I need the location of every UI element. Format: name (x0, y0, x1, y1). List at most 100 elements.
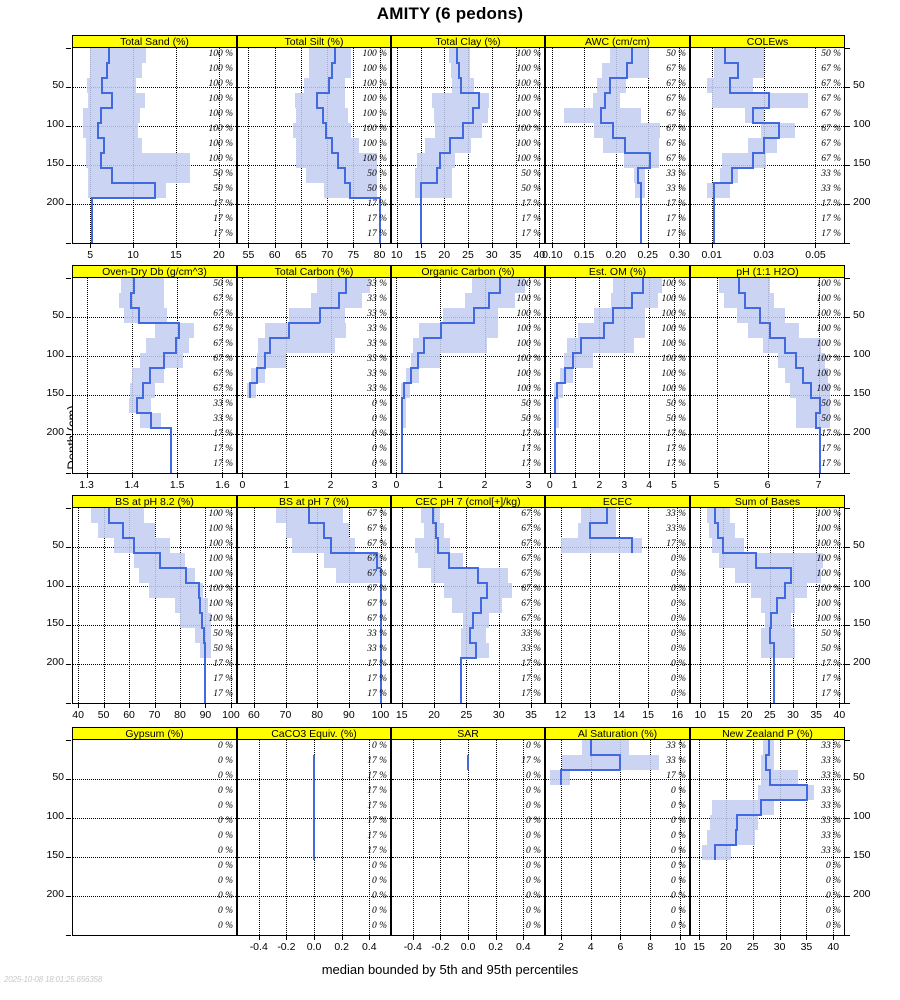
slice-percent-label: 0 % (670, 688, 686, 699)
slice-percent-label: 100 % (516, 63, 541, 74)
gridline-vertical (379, 48, 381, 243)
slice-percent-label: 67 % (521, 523, 541, 534)
y-tick-mark (845, 779, 850, 780)
median-connector (322, 537, 333, 539)
median-segment (487, 293, 490, 308)
median-segment (471, 613, 474, 628)
median-segment (349, 183, 352, 198)
median-segment (714, 845, 717, 860)
gridline-horizontal (73, 779, 236, 780)
percentile-band (758, 785, 815, 800)
x-tick-label: 0.0 (460, 941, 476, 953)
gridline-horizontal (392, 165, 544, 166)
panel-title: Total Clay (%) (391, 35, 545, 48)
gridline-vertical (317, 508, 319, 703)
percentile-band (83, 123, 139, 138)
slice-percent-label: 33 % (666, 508, 686, 519)
slice-percent-label: 0 % (217, 920, 233, 931)
median-segment (149, 413, 152, 428)
plot-area: 33 % 33 % 17 % 0 % 0 % 0 % 0 % 0 % 0 % 0 % 0 % 0 % 0… (545, 740, 690, 936)
median-connector (435, 167, 442, 169)
median-connector (731, 167, 755, 169)
x-tick-mark (699, 936, 701, 940)
x-tick-mark (444, 244, 446, 248)
percentile-band (623, 153, 660, 168)
slice-percent-label: 67 % (821, 138, 841, 149)
percentile-band (560, 538, 643, 553)
x-tick-label: 0.10 (542, 249, 563, 261)
median-segment (379, 658, 382, 673)
gridline-horizontal (238, 395, 390, 396)
median-connector (96, 122, 103, 124)
median-connector (439, 152, 451, 154)
median-segment (96, 123, 99, 138)
percentile-band (291, 538, 356, 553)
median-segment (612, 123, 615, 138)
median-connector (588, 522, 609, 524)
plot-area: 67 % 67 % 67 % 67 % 67 % 67 % 67 % 67 % 33 % 33 %… (391, 508, 545, 704)
panel-title: AWC (cm/cm) (545, 35, 690, 48)
x-tick-label: 2 (327, 479, 334, 491)
percentile-band (265, 323, 346, 338)
median-segment (204, 688, 207, 703)
slice-percent-label: 100 % (362, 108, 387, 119)
median-segment (203, 628, 206, 643)
percentile-band (463, 613, 489, 628)
slice-percent-label: 17 % (213, 658, 233, 669)
median-segment (498, 278, 501, 293)
x-tick-label: -0.4 (403, 941, 422, 953)
percentile-band (601, 63, 649, 78)
x-tick-mark (818, 474, 820, 478)
slice-percent-label: 67 % (213, 308, 233, 319)
slice-percent-label: 0 % (217, 860, 233, 871)
x-tick-mark (515, 244, 517, 248)
median-segment (100, 153, 103, 168)
median-connector (349, 197, 381, 199)
median-connector (136, 412, 152, 414)
percentile-band (736, 308, 786, 323)
y-tick-label: 150 (46, 387, 64, 399)
plot-area: 0 % 17 % 17 % 17 % 17 % 17 % 17 % 17 % 0 % 0 % 0 %… (237, 740, 391, 936)
percentile-band (711, 93, 808, 108)
x-tick-mark (716, 474, 718, 478)
median-segment (111, 168, 114, 183)
percentile-band (139, 568, 196, 583)
median-segment (767, 740, 770, 755)
median-segment (121, 523, 124, 538)
gridline-vertical (574, 278, 576, 473)
slice-percent-label: 0 % (525, 860, 541, 871)
gridline-horizontal (238, 625, 390, 626)
median-connector (129, 307, 140, 309)
slice-percent-label: 33 % (213, 413, 233, 424)
median-segment (378, 213, 381, 228)
median-segment (559, 770, 562, 785)
slice-percent-label: 0 % (670, 673, 686, 684)
y-axis-end-tick (66, 278, 71, 279)
slice-percent-label: 33 % (367, 278, 387, 289)
slice-percent-label: 0 % (217, 770, 233, 781)
median-connector (321, 122, 328, 124)
slice-percent-label: 17 % (521, 428, 541, 439)
slice-percent-label: 100 % (816, 523, 841, 534)
slice-percent-label: 100 % (208, 138, 233, 149)
median-segment (162, 353, 165, 368)
percentile-band (424, 523, 444, 538)
median-connector (794, 367, 805, 369)
slice-percent-label: 100 % (516, 153, 541, 164)
slice-percent-label: 100 % (208, 108, 233, 119)
slice-percent-label: 0 % (371, 458, 387, 469)
median-segment (308, 508, 311, 523)
slice-percent-label: 17 % (666, 458, 686, 469)
slice-percent-label: 33 % (666, 168, 686, 179)
slice-percent-label: 100 % (208, 508, 233, 519)
slice-percent-label: 100 % (661, 293, 686, 304)
x-tick-mark (274, 244, 276, 248)
percentile-band (128, 398, 151, 413)
y-tick-mark (845, 87, 850, 88)
y-tick-label: 100 (46, 118, 64, 130)
x-tick-label: 90 (342, 709, 355, 721)
median-segment (417, 353, 420, 368)
slice-percent-label: 100 % (362, 153, 387, 164)
y-tick-mark (66, 434, 71, 435)
median-connector (603, 322, 615, 324)
